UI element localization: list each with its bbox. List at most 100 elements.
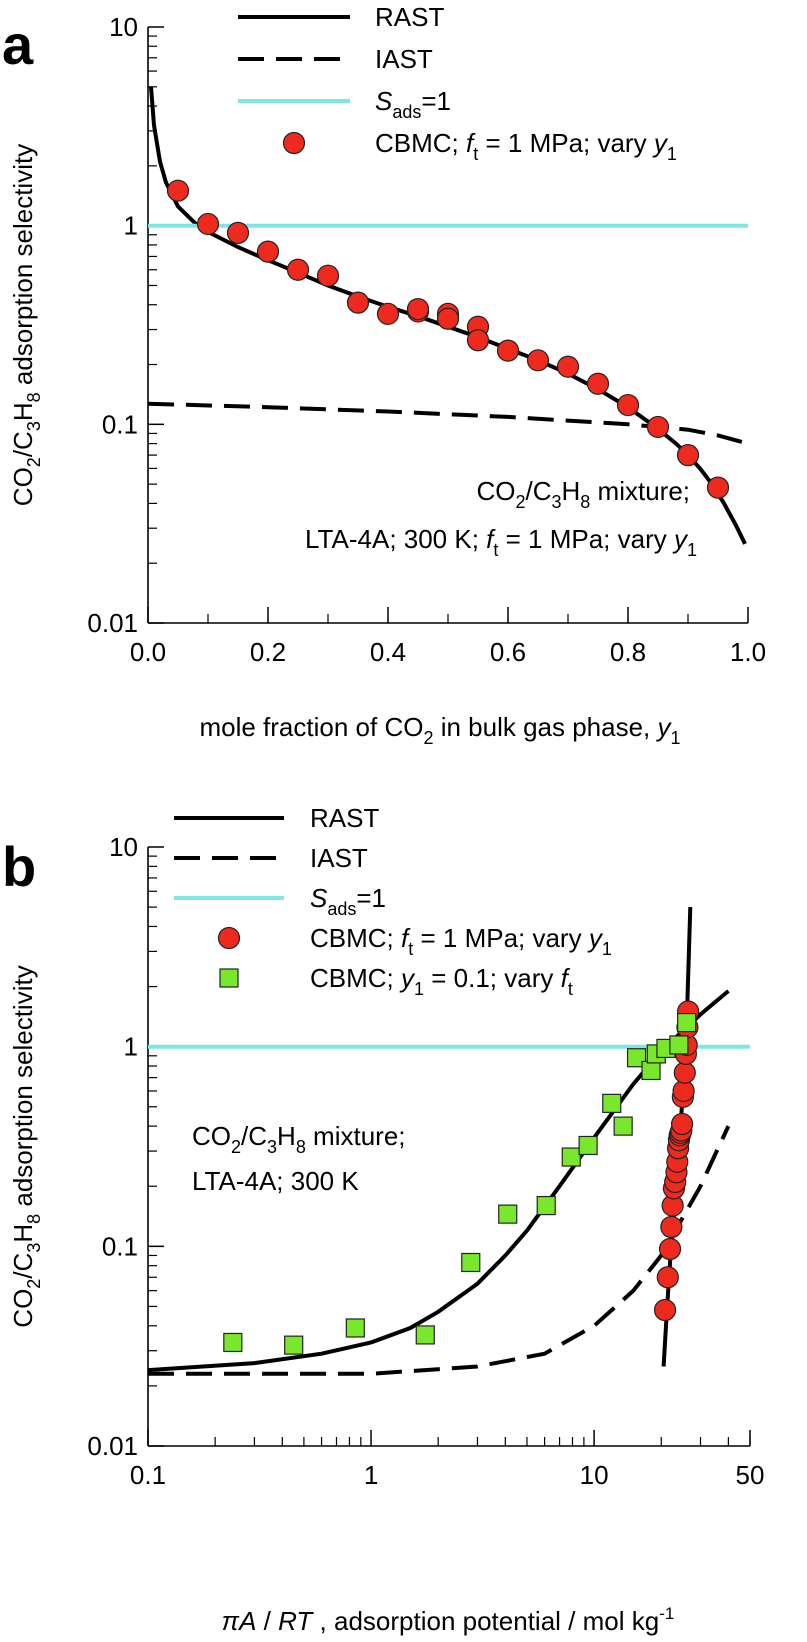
- panel-a-chart: 0.01 0.1 1 10 0.0 0.2 0.4 0.6 0.8 1.0 a mole fracti…: [2, 2, 766, 748]
- legend-entry-label: CBMC; ft = 1 MPa; vary y1: [375, 128, 677, 164]
- x-tick-label: 0.6: [490, 637, 526, 667]
- y-axis-label-part: 8: [24, 1214, 44, 1224]
- annotation-line-1-part: H: [277, 1121, 296, 1151]
- annotation-line-1-part: mixture;: [306, 1121, 406, 1151]
- x-axis-label-a-part: mole fraction of CO: [199, 712, 423, 742]
- y-axis-label: CO2/C3H8 adsorption selectivity: [8, 965, 44, 1327]
- annotation-line-2: LTA-4A; 300 K; ft = 1 MPa; vary y1: [305, 524, 697, 560]
- annotation-line-1: CO2/C3H8 mixture;: [192, 1121, 406, 1157]
- x-axis-label-a-part: in bulk gas phase,: [433, 712, 657, 742]
- x-tick-label: 0.4: [370, 637, 406, 667]
- y-axis-label-part: H: [8, 402, 38, 421]
- cbmc-circle-point: [658, 1237, 682, 1261]
- legend-entry-label: IAST: [310, 843, 368, 873]
- y-tick-label: 0.01: [87, 608, 138, 638]
- cbmc-square-point: [578, 1135, 598, 1156]
- annotation-line-1-part: 2: [515, 492, 525, 512]
- cbmc-circle-point: [466, 329, 490, 352]
- y-axis-label-part: H: [8, 1224, 38, 1243]
- y-axis-label-part: /C: [8, 431, 38, 457]
- y-axis-label-part: /C: [8, 1253, 38, 1279]
- x-tick-label: 0.8: [610, 637, 646, 667]
- cbmc-circle-point: [256, 240, 280, 263]
- legend-entry-label-part: S: [310, 883, 328, 913]
- annotation-line-2-part: LTA-4A; 300 K;: [305, 524, 486, 554]
- y-tick-label: 10: [109, 832, 138, 862]
- cbmc-square-point: [223, 1332, 243, 1353]
- y-axis-label-part: CO: [8, 467, 38, 506]
- y-tick-label: 0.01: [87, 1431, 138, 1461]
- cbmc-square-point: [613, 1116, 633, 1136]
- legend-swatch-circle: [282, 131, 306, 155]
- annotation-line-1-part: H: [562, 476, 581, 506]
- x-tick-label: 50: [736, 1460, 765, 1490]
- cbmc-square-point: [345, 1318, 365, 1338]
- annotation-line-1-part: /C: [526, 476, 552, 506]
- legend-entry-label-part: y: [399, 963, 416, 993]
- legend-entry-label-part: t: [408, 939, 413, 959]
- series-dashed-line: [148, 1125, 731, 1376]
- cbmc-square-point: [677, 1012, 697, 1033]
- cbmc-circle-point: [556, 355, 580, 378]
- cbmc-square-point: [626, 1048, 647, 1068]
- cbmc-square-point: [561, 1147, 581, 1167]
- cbmc-circle-point: [646, 415, 670, 439]
- legend-entry-label-part: CBMC;: [310, 963, 401, 993]
- cbmc-square-point: [641, 1060, 661, 1081]
- cbmc-square-point: [415, 1325, 435, 1345]
- y-axis-label-part: adsorption selectivity: [8, 965, 38, 1214]
- cbmc-circle-point: [196, 212, 220, 236]
- legend-entry-label-part: CBMC;: [375, 128, 466, 158]
- cbmc-circle-point: [286, 258, 310, 281]
- legend-entry-label-part: IAST: [310, 843, 368, 873]
- cbmc-square-point: [284, 1335, 304, 1355]
- legend-entry-label-part: f: [401, 923, 411, 953]
- annotation-line-2-part: = 1 MPa; vary: [498, 524, 674, 554]
- x-axis-label-b-part: RT: [278, 1606, 314, 1636]
- x-tick-label: 1: [364, 1460, 378, 1490]
- y-tick-label: 1: [124, 1032, 138, 1062]
- y-tick-label: 1: [124, 211, 138, 241]
- x-tick-label: 0.0: [130, 637, 166, 667]
- legend-entry-label: IAST: [375, 44, 433, 74]
- legend-entry-label-part: RAST: [375, 2, 444, 32]
- legend-entry-label-part: =1: [421, 86, 451, 116]
- cbmc-circle-point: [586, 372, 610, 395]
- y-tick-label: 0.1: [102, 1231, 138, 1261]
- y-axis-label-part: 2: [24, 1279, 44, 1289]
- legend-entry-label-part: = 1 MPa; vary: [478, 128, 654, 158]
- legend-entry-label-part: y: [587, 923, 604, 953]
- cbmc-circle-point: [166, 179, 190, 202]
- cbmc-square-point: [602, 1093, 622, 1113]
- annotation-line-2-part: t: [493, 540, 498, 560]
- annotation-line-1-part: CO: [192, 1121, 231, 1151]
- cbmc-circle-point: [653, 1298, 677, 1322]
- legend-entry-label: Sads=1: [310, 883, 386, 919]
- y-axis-label-part: CO: [8, 1289, 38, 1328]
- y-axis-label-part: 2: [24, 457, 44, 467]
- legend-entry-label: RAST: [310, 803, 379, 833]
- legend-entry-label-part: t: [568, 979, 573, 999]
- annotation-line-1-part: /C: [241, 1121, 267, 1151]
- legend-entry-label-part: t: [473, 144, 478, 164]
- series-dashed-line: [148, 401, 749, 446]
- legend-entry-label-part: 1: [602, 939, 612, 959]
- x-tick-label: 1.0: [730, 637, 766, 667]
- annotation-line-1-part: CO: [476, 476, 515, 506]
- annotation-line-2-part: 1: [687, 540, 697, 560]
- panel-label-b: b: [2, 835, 36, 898]
- legend-entry-label-part: f: [466, 128, 476, 158]
- cbmc-square-point: [498, 1204, 518, 1224]
- x-tick-label: 10: [580, 1460, 609, 1490]
- cbmc-circle-point: [346, 291, 370, 314]
- annotation-line-2-part: LTA-4A; 300 K: [192, 1166, 359, 1196]
- x-tick-label: 0.1: [130, 1460, 166, 1490]
- cbmc-circle-point: [316, 264, 340, 287]
- cbmc-square-point: [461, 1252, 481, 1273]
- cbmc-circle-point: [670, 1112, 694, 1136]
- legend-entry-label-part: CBMC;: [310, 923, 401, 953]
- legend-entry-label: CBMC; ft = 1 MPa; vary y1: [310, 923, 612, 959]
- cbmc-circle-point: [376, 302, 400, 325]
